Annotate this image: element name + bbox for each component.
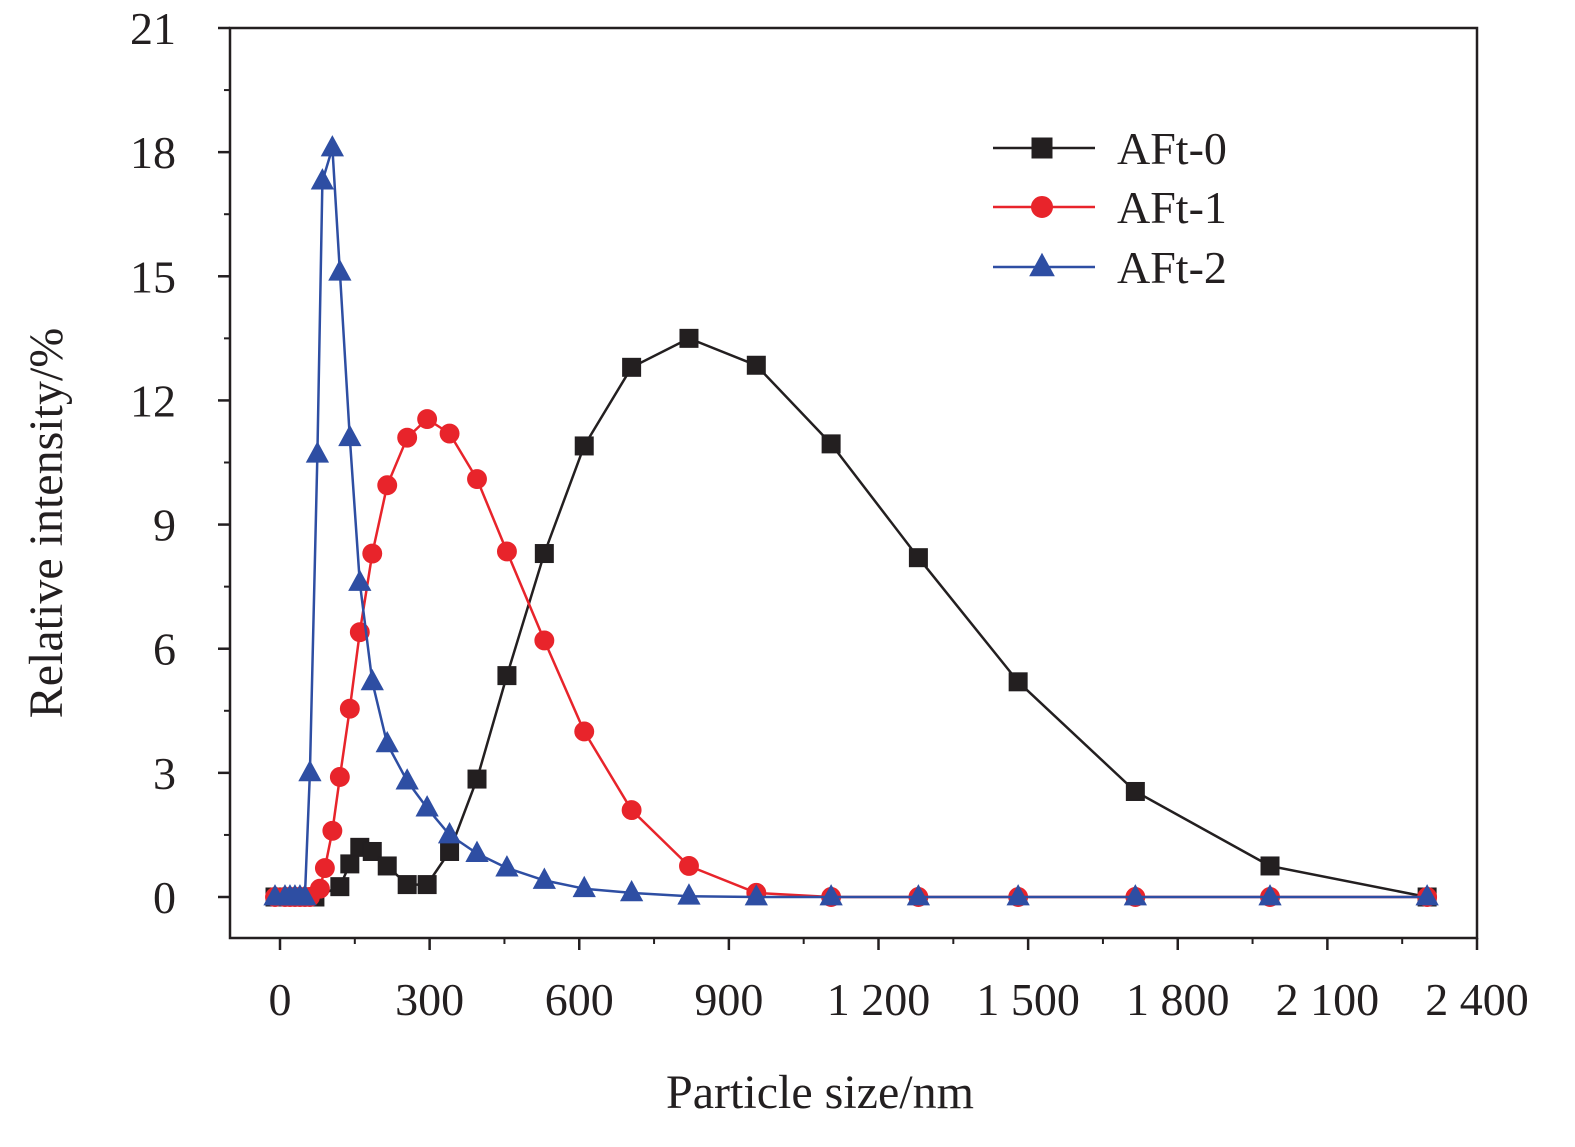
data-point [622,357,642,377]
x-tick-label: 900 [694,974,763,1025]
data-point [395,768,419,790]
data-point [314,858,335,878]
data-point [348,569,372,591]
data-point [310,168,335,190]
y-tick-label: 6 [153,624,176,675]
data-point [1125,781,1145,801]
data-point [397,875,417,895]
y-tick-label: 3 [153,748,176,799]
data-point [305,441,330,463]
data-point [1006,884,1030,906]
data-point [821,434,841,454]
data-point [679,856,699,876]
data-point [362,543,383,564]
x-tick-label: 600 [545,974,614,1025]
y-tick-label: 9 [153,500,176,551]
data-point [906,884,931,906]
data-point [1123,884,1147,906]
y-axis-label: Relative intensity/% [20,328,73,719]
data-point [417,409,438,429]
data-point [309,878,330,899]
data-point [819,884,843,906]
data-point [322,820,343,841]
data-point [1258,884,1282,906]
data-point [677,883,701,905]
x-tick-label: 2 100 [1276,974,1380,1025]
y-tick-label: 18 [130,127,176,178]
data-point [328,259,352,281]
data-point [340,854,360,874]
series-aft-0 [265,328,1437,907]
data-point [377,856,397,876]
data-point [534,544,554,564]
x-tick-label: 2 400 [1425,974,1529,1025]
data-point [362,841,382,861]
data-point [1415,884,1439,906]
y-tick-label: 12 [130,375,176,426]
x-tick-label: 1 800 [1126,974,1230,1025]
data-point [1260,856,1280,876]
legend-label: AFt-1 [1117,182,1227,233]
legend-item-aft-0: AFt-0 [993,123,1227,174]
data-point [621,800,642,821]
axes: 0 300 600 900 1 200 1 500 1 800 2 100 2 400 0 3 6 9 1… [130,3,1529,1025]
data-point [746,355,766,375]
data-point [439,423,460,444]
data-point [377,475,398,496]
legend-marker [1031,137,1053,159]
y-tick-label: 0 [153,872,176,923]
data-point [467,769,487,789]
series-aft-1 [265,409,1438,907]
series-layer [263,135,1439,907]
data-point [1008,672,1028,692]
data-point [497,666,517,686]
series-line [275,146,1428,899]
series-line [275,337,1428,899]
data-point [574,436,594,456]
data-point [908,548,928,568]
data-point [338,424,362,447]
series-aft-2 [263,135,1439,906]
legend-marker [1029,252,1055,277]
data-point [437,822,462,844]
y-tick-label: 15 [130,251,176,302]
data-point [496,541,517,562]
data-point [574,721,595,742]
data-point [320,135,345,157]
x-tick-label: 1 200 [827,974,931,1025]
data-point [572,875,596,898]
legend-label: AFt-2 [1117,242,1227,293]
x-tick-label: 1 500 [976,974,1080,1025]
data-point [619,879,644,902]
x-tick-label: 0 [269,974,292,1025]
data-point [360,668,384,691]
data-point [298,759,322,782]
data-point [744,884,768,906]
data-point [329,767,350,787]
y-tick-label: 21 [130,3,176,54]
data-point [415,795,439,817]
legend-item-aft-2: AFt-2 [993,242,1227,293]
legend-marker [1031,196,1053,218]
data-point [465,840,489,862]
x-tick-label: 300 [395,974,464,1025]
data-point [495,855,519,877]
legend: AFt-0 AFt-1 AFt-2 [993,123,1227,293]
plot-frame [228,26,1479,940]
data-point [339,698,360,719]
data-point [375,730,399,753]
data-point [534,630,555,651]
data-point [417,875,437,895]
data-point [293,884,317,906]
legend-label: AFt-0 [1117,123,1227,174]
data-point [330,877,350,897]
data-point [532,867,556,889]
legend-item-aft-1: AFt-1 [993,182,1227,233]
data-point [440,841,460,861]
data-point [467,469,487,490]
data-point [397,427,418,448]
data-point [679,328,699,348]
x-axis-label: Particle size/nm [666,1066,974,1119]
